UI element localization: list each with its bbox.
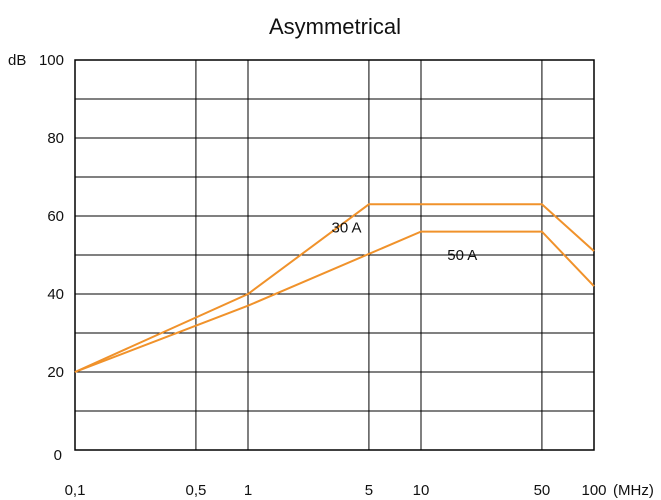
y-tick-label: 20 [47, 364, 64, 381]
y-tick-label: 80 [47, 130, 64, 147]
y-tick-label: 0 [54, 447, 62, 464]
series-line-1 [74, 203, 595, 373]
series-line-2 [74, 230, 595, 373]
series-label-1: 30 A [332, 220, 362, 237]
x-axis-ticks: 0,1 0,5 1 5 10 50 100 [65, 482, 607, 499]
series-lines [74, 203, 595, 373]
grid [75, 60, 594, 450]
x-tick-label: 0,5 [185, 482, 206, 499]
x-tick-label: 1 [244, 482, 252, 499]
x-axis-unit-label: (MHz) [613, 482, 654, 499]
x-tick-label: 100 [581, 482, 606, 499]
series-labels: 30 A 50 A [332, 220, 478, 264]
y-axis-label: dB [8, 52, 26, 69]
series-label-2: 50 A [447, 247, 477, 264]
x-tick-label: 10 [413, 482, 430, 499]
y-tick-label: 100 [39, 52, 64, 69]
chart-title: Asymmetrical [269, 14, 401, 39]
y-tick-label: 60 [47, 208, 64, 225]
plot-frame [74, 59, 595, 451]
x-tick-label: 0,1 [65, 482, 86, 499]
y-axis-ticks: 0 20 40 60 80 100 [39, 52, 64, 464]
x-tick-label: 50 [534, 482, 551, 499]
y-tick-label: 40 [47, 286, 64, 303]
x-tick-label: 5 [365, 482, 373, 499]
